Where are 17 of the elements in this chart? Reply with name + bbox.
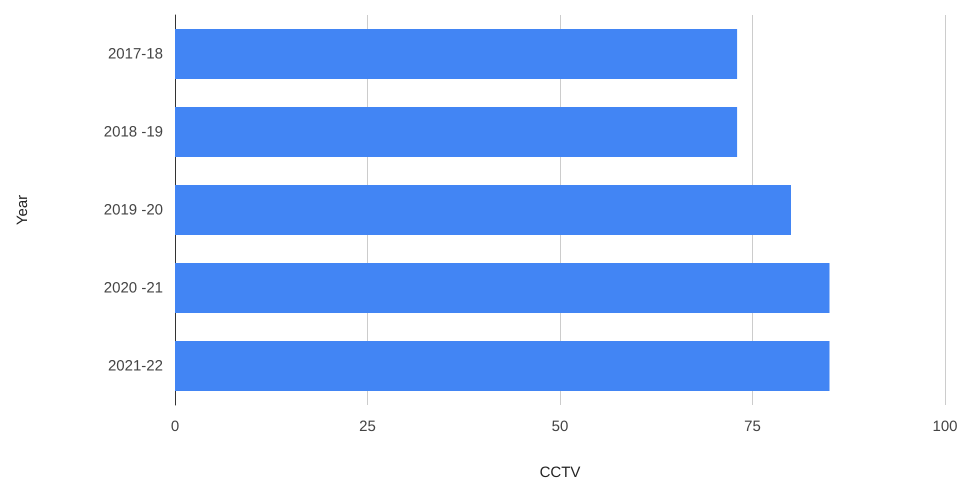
x-tick-label: 25 xyxy=(359,418,376,435)
y-tick-label: 2018 -19 xyxy=(104,124,163,140)
bar xyxy=(175,29,738,79)
x-axis-title: CCTV xyxy=(540,464,580,481)
bar xyxy=(175,107,738,157)
x-tick-label: 100 xyxy=(932,418,958,435)
bar xyxy=(175,341,830,391)
x-tick-label: 0 xyxy=(170,418,180,435)
y-tick-label: 2021-22 xyxy=(108,358,163,374)
y-tick-label: 2020 -21 xyxy=(104,280,163,296)
x-tick-label: 50 xyxy=(552,418,568,435)
x-tick-label: 75 xyxy=(744,418,761,435)
y-axis-title: Year xyxy=(14,194,31,226)
bar xyxy=(175,185,791,235)
bar xyxy=(175,263,830,313)
y-tick-label: 2017-18 xyxy=(108,46,163,62)
y-tick-label: 2019 -20 xyxy=(104,202,163,218)
